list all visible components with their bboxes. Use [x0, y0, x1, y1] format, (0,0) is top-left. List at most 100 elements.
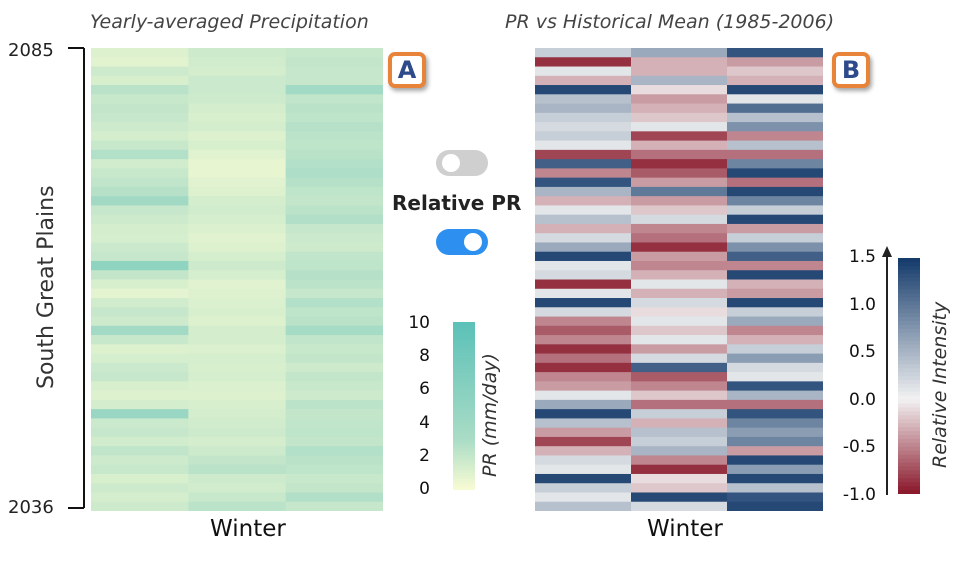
colorbar-swatch — [898, 269, 920, 275]
heatmap-b-cell — [631, 260, 728, 271]
colorbar-swatch — [453, 389, 475, 393]
heatmap-b-cell — [535, 75, 632, 86]
heatmap-a-cell — [91, 288, 189, 299]
heatmap-b-cell — [727, 122, 823, 132]
colorbar-swatch — [453, 341, 475, 345]
heatmap-b-cell — [727, 223, 823, 234]
colorbar-a-tick-label: 0 — [419, 479, 430, 499]
heatmap-a-cell — [188, 372, 287, 382]
colorbar-swatch — [453, 378, 475, 382]
colorbar-swatch — [898, 360, 920, 365]
colorbar-swatch — [898, 285, 920, 290]
colorbar-swatch — [898, 438, 920, 444]
heatmap-b-cell — [727, 66, 823, 77]
heatmap-a-cell — [91, 335, 189, 345]
colorbar-swatch — [453, 428, 475, 432]
heatmap-b-cell — [631, 85, 728, 95]
colorbar-swatch — [898, 293, 920, 298]
heatmap-b-cell — [631, 473, 728, 484]
heatmap-a-cell — [285, 260, 383, 271]
heatmap-b-cell — [631, 122, 728, 132]
colorbar-swatch — [898, 328, 920, 334]
colorbar-swatch — [898, 466, 920, 471]
heatmap-b-cell — [631, 75, 728, 86]
colorbar-swatch — [453, 481, 475, 485]
colorbar-swatch — [453, 417, 475, 421]
heatmap-b-cell — [727, 140, 823, 151]
heatmap-a-cell — [188, 131, 287, 141]
heatmap-b-cell — [727, 473, 823, 484]
heatmap-a-cell — [285, 492, 383, 503]
colorbar-swatch — [898, 320, 920, 326]
colorbar-swatch — [898, 387, 920, 393]
heatmap-b-cell — [535, 372, 632, 382]
heatmap-a-cell — [188, 122, 287, 132]
toggle-switch-off[interactable] — [436, 150, 488, 176]
colorbar-swatch — [898, 423, 920, 428]
heatmap-a-cell — [188, 66, 287, 77]
heatmap-b-cell — [631, 279, 728, 290]
heatmap-a-cell — [188, 48, 287, 58]
heatmap-a-cell — [188, 196, 287, 206]
colorbar-swatch — [898, 277, 920, 283]
heatmap-a-cell — [91, 409, 189, 419]
heatmap-a-cell — [91, 168, 189, 179]
colorbar-swatch — [898, 332, 920, 338]
heatmap-a-cell — [91, 279, 189, 290]
heatmap-b-cell — [535, 279, 632, 290]
heatmap-b-cell — [727, 214, 823, 225]
heatmap-b-cell — [727, 353, 823, 364]
heatmap-b-cell — [631, 149, 728, 160]
heatmap-a-cell — [285, 242, 383, 253]
heatmap-a-cell — [91, 57, 189, 67]
heatmap-a-cell — [188, 344, 287, 354]
heatmap-b-cell — [535, 140, 632, 151]
heatmap-a-cell — [91, 353, 189, 364]
heatmap-b-cell — [631, 446, 728, 456]
heatmap-b-cell — [631, 242, 728, 253]
heatmap-a-cell — [285, 205, 383, 216]
colorbar-swatch — [453, 372, 475, 376]
heatmap-a-cell — [285, 455, 383, 466]
heatmap-b-cell — [727, 372, 823, 382]
colorbar-swatch — [898, 376, 920, 381]
colorbar-swatch — [453, 397, 475, 401]
colorbar-swatch — [453, 324, 475, 329]
heatmap-b-cell — [727, 233, 823, 243]
heatmap-b-cell — [631, 94, 728, 104]
heatmap-a-cell — [91, 436, 189, 447]
toggle-knob — [464, 233, 482, 251]
heatmap-b-cell — [631, 103, 728, 114]
colorbar-swatch — [453, 322, 475, 326]
heatmap-a-cell — [91, 446, 189, 456]
relative-pr-toggle[interactable] — [436, 229, 488, 255]
heatmap-b-cell — [631, 307, 728, 317]
heatmap-a-cell — [188, 446, 287, 456]
colorbar-swatch — [898, 411, 920, 416]
heatmap-a-cell — [285, 288, 383, 299]
heatmap-a-cell — [188, 57, 287, 67]
colorbar-swatch — [898, 403, 920, 408]
heatmap-a-cell — [188, 270, 287, 280]
heatmap-b-cell — [631, 418, 728, 429]
colorbar-swatch — [453, 327, 475, 331]
heatmap-a-cell — [188, 75, 287, 86]
toggle-knob — [442, 154, 460, 172]
heatmap-b-cell — [631, 344, 728, 354]
heatmap-b-cell — [631, 381, 728, 392]
heatmap-a-cell — [188, 464, 287, 475]
colorbar-swatch — [453, 434, 475, 438]
heatmap-b-cell — [727, 492, 823, 503]
heatmap-b-cell — [535, 399, 632, 410]
heatmap-a-cell — [285, 483, 383, 493]
heatmap-a-cell — [91, 501, 189, 511]
heatmap-a-cell — [285, 270, 383, 280]
heatmap-b-cell — [535, 418, 632, 429]
colorbar-a — [453, 322, 475, 490]
colorbar-swatch — [898, 458, 920, 464]
heatmap-b-cell — [535, 260, 632, 271]
colorbar-swatch — [898, 340, 920, 346]
colorbar-swatch — [898, 344, 920, 349]
heatmap-b-cell — [727, 260, 823, 271]
heatmap-a-cell — [188, 316, 287, 327]
